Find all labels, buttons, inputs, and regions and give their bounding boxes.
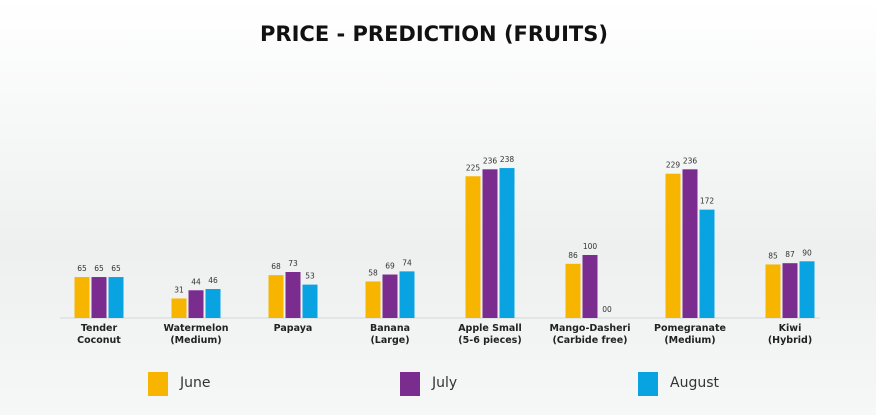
legend-label: June: [179, 375, 211, 391]
value-label: 74: [402, 258, 412, 267]
value-label: 73: [288, 259, 298, 268]
bar: [399, 271, 415, 318]
value-label: 85: [768, 251, 778, 260]
value-label: 00: [602, 305, 612, 314]
x-tick-label: Tender Coconut: [77, 323, 121, 346]
value-label: 31: [174, 285, 184, 294]
value-label: 238: [500, 155, 515, 164]
value-label: 44: [191, 277, 201, 286]
x-tick-label: Apple Small (5-6 pieces): [458, 323, 522, 346]
value-label: 172: [700, 197, 715, 206]
value-label: 65: [94, 264, 104, 273]
bar: [465, 176, 481, 318]
bar: [382, 274, 398, 318]
legend-label: August: [670, 375, 720, 391]
bar: [302, 284, 318, 318]
bar: [799, 261, 815, 318]
x-tick-label: Mango-Dasheri (Carbide free): [549, 323, 631, 346]
value-label: 53: [305, 272, 315, 281]
value-label: 236: [683, 156, 698, 165]
bar: [91, 277, 107, 318]
x-tick-label: Kiwi (Hybrid): [767, 323, 813, 346]
bar: [582, 255, 598, 318]
legend-swatch: [638, 372, 658, 396]
x-tick-label: Papaya: [273, 323, 313, 334]
chart-title: PRICE - PREDICTION (FRUITS): [260, 22, 608, 46]
value-label: 225: [466, 163, 481, 172]
bar: [565, 263, 581, 318]
value-label: 58: [368, 268, 378, 277]
value-label: 100: [583, 242, 598, 251]
bar: [765, 264, 781, 318]
value-label: 90: [802, 248, 812, 257]
x-tick-label: Banana (Large): [370, 323, 410, 346]
bar: [782, 263, 798, 318]
bar: [108, 277, 124, 318]
bar: [188, 290, 204, 318]
bar: [665, 173, 681, 318]
bar: [268, 275, 284, 318]
legend-label: July: [431, 375, 457, 391]
bar: [699, 209, 715, 318]
bar: [499, 168, 515, 318]
legend-swatch: [400, 372, 420, 396]
value-label: 65: [111, 264, 121, 273]
bar: [682, 169, 698, 318]
bar: [205, 289, 221, 318]
value-label: 65: [77, 264, 87, 273]
value-label: 86: [568, 251, 578, 260]
bar: [74, 277, 90, 318]
bar: [171, 298, 187, 318]
value-label: 236: [483, 156, 498, 165]
value-label: 46: [208, 276, 218, 285]
legend-swatch: [148, 372, 168, 396]
value-label: 229: [666, 161, 681, 170]
x-tick-label: Watermelon (Medium): [163, 323, 229, 346]
bar: [365, 281, 381, 318]
x-tick-label: Pomegranate (Medium): [654, 323, 726, 346]
value-label: 68: [271, 262, 281, 271]
bar: [285, 272, 301, 318]
bar: [482, 169, 498, 318]
value-label: 87: [785, 250, 795, 259]
value-label: 69: [385, 262, 395, 271]
